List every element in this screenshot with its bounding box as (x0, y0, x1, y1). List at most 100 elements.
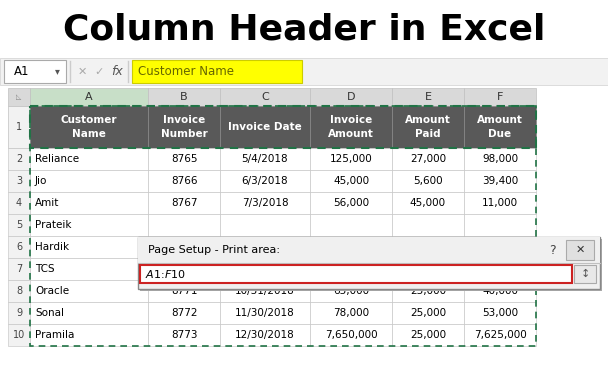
Text: Column Header in Excel: Column Header in Excel (63, 13, 545, 47)
Text: 2: 2 (16, 154, 22, 164)
Bar (30, 236, 148, 258)
Text: 8: 8 (16, 286, 22, 296)
Bar (148, 214, 220, 236)
Text: 8772: 8772 (171, 308, 197, 318)
Bar (392, 214, 464, 236)
Text: 8767: 8767 (171, 198, 197, 208)
Bar (392, 236, 464, 258)
Text: Page Setup - Print area:: Page Setup - Print area: (148, 245, 280, 255)
Text: $A$1:$F$10: $A$1:$F$10 (145, 268, 186, 280)
Bar (8, 302, 30, 324)
Bar (138, 237, 600, 263)
Bar (132, 60, 302, 83)
Bar (30, 88, 148, 106)
Bar (310, 302, 392, 324)
Bar (30, 106, 148, 148)
Bar (140, 239, 602, 291)
Text: 4: 4 (16, 198, 22, 208)
Text: 7,650,000: 7,650,000 (325, 330, 378, 340)
Bar (8, 192, 30, 214)
Bar (148, 88, 220, 106)
Bar (30, 148, 148, 170)
Bar (464, 88, 536, 106)
Text: fx: fx (111, 65, 123, 78)
Text: 25,000: 25,000 (410, 264, 446, 274)
Text: ✕: ✕ (575, 245, 585, 255)
Text: Customer Name: Customer Name (138, 65, 234, 78)
Bar (148, 148, 220, 170)
Text: ✓: ✓ (94, 67, 104, 76)
Text: Reliance: Reliance (35, 154, 79, 164)
Bar (30, 280, 148, 302)
Text: Invoice: Invoice (163, 115, 205, 125)
Text: ▾: ▾ (55, 67, 60, 76)
Bar (8, 170, 30, 192)
Text: Paid: Paid (415, 129, 441, 139)
Bar (138, 237, 600, 289)
Bar (392, 170, 464, 192)
Text: Amount: Amount (405, 115, 451, 125)
Text: 515,000: 515,000 (478, 264, 522, 274)
Bar (30, 106, 536, 346)
Bar (8, 88, 30, 106)
Text: Jio: Jio (35, 176, 47, 186)
Bar (464, 236, 536, 258)
Bar (220, 192, 310, 214)
Text: 27,000: 27,000 (410, 154, 446, 164)
Bar (574, 265, 596, 283)
Text: 6/3/2018: 6/3/2018 (242, 176, 288, 186)
Bar (30, 214, 148, 236)
Text: F: F (497, 92, 503, 102)
Bar (8, 148, 30, 170)
Text: Invoice: Invoice (330, 115, 372, 125)
Bar (220, 170, 310, 192)
Bar (8, 280, 30, 302)
Bar (310, 170, 392, 192)
Bar (392, 302, 464, 324)
Bar (310, 88, 392, 106)
Text: 98,000: 98,000 (482, 154, 518, 164)
Text: Amit: Amit (35, 198, 60, 208)
Bar (30, 170, 148, 192)
Text: Hardik: Hardik (35, 242, 69, 252)
Text: 40,000: 40,000 (482, 286, 518, 296)
Bar (310, 192, 392, 214)
Bar (220, 214, 310, 236)
Bar (30, 324, 148, 346)
Bar (464, 148, 536, 170)
Bar (392, 106, 464, 148)
Text: D: D (347, 92, 355, 102)
Bar (310, 280, 392, 302)
Text: 8771: 8771 (171, 286, 197, 296)
Bar (8, 258, 30, 280)
Bar (310, 148, 392, 170)
Bar (566, 240, 594, 260)
Bar (220, 324, 310, 346)
Text: 12/30/2018: 12/30/2018 (235, 330, 295, 340)
Text: 53,000: 53,000 (482, 308, 518, 318)
Text: Sonal: Sonal (35, 308, 64, 318)
Text: Invoice Date: Invoice Date (228, 122, 302, 132)
Text: 3: 3 (16, 176, 22, 186)
Text: C: C (261, 92, 269, 102)
Bar (464, 324, 536, 346)
Bar (392, 192, 464, 214)
Bar (8, 214, 30, 236)
Text: Amount: Amount (328, 129, 374, 139)
Bar (148, 302, 220, 324)
Text: 7: 7 (16, 264, 22, 274)
Text: 11/30/2018: 11/30/2018 (235, 308, 295, 318)
Bar (148, 258, 220, 280)
Bar (310, 214, 392, 236)
Bar (220, 302, 310, 324)
Text: 10: 10 (13, 330, 25, 340)
Bar (30, 302, 148, 324)
Bar (8, 324, 30, 346)
Text: 5: 5 (16, 220, 22, 230)
Text: 7/3/2018: 7/3/2018 (242, 198, 288, 208)
Text: ?: ? (548, 243, 555, 257)
Bar (310, 106, 392, 148)
Bar (148, 324, 220, 346)
Bar (464, 302, 536, 324)
Text: Amount: Amount (477, 115, 523, 125)
